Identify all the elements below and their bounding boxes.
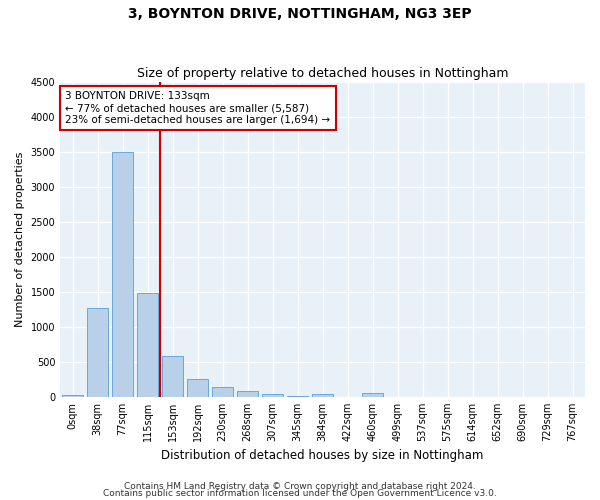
Bar	[312, 394, 333, 397]
Bar	[262, 394, 283, 397]
Text: Contains public sector information licensed under the Open Government Licence v3: Contains public sector information licen…	[103, 488, 497, 498]
Bar	[62, 394, 83, 397]
Bar	[187, 380, 208, 397]
Text: Contains HM Land Registry data © Crown copyright and database right 2024.: Contains HM Land Registry data © Crown c…	[124, 482, 476, 491]
Bar	[362, 394, 383, 397]
Bar	[237, 391, 258, 397]
Bar	[137, 294, 158, 397]
X-axis label: Distribution of detached houses by size in Nottingham: Distribution of detached houses by size …	[161, 450, 484, 462]
Bar	[112, 152, 133, 397]
Bar	[287, 396, 308, 397]
Title: Size of property relative to detached houses in Nottingham: Size of property relative to detached ho…	[137, 66, 508, 80]
Text: 3, BOYNTON DRIVE, NOTTINGHAM, NG3 3EP: 3, BOYNTON DRIVE, NOTTINGHAM, NG3 3EP	[128, 8, 472, 22]
Text: 3 BOYNTON DRIVE: 133sqm
← 77% of detached houses are smaller (5,587)
23% of semi: 3 BOYNTON DRIVE: 133sqm ← 77% of detache…	[65, 92, 331, 124]
Y-axis label: Number of detached properties: Number of detached properties	[15, 152, 25, 327]
Bar	[212, 387, 233, 397]
Bar	[87, 308, 108, 397]
Bar	[162, 356, 183, 397]
